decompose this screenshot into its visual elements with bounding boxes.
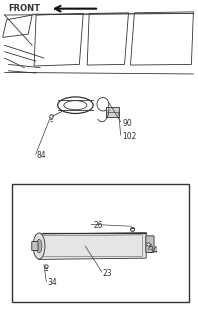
Ellipse shape	[33, 233, 45, 259]
Text: 84: 84	[36, 151, 46, 160]
FancyBboxPatch shape	[106, 107, 119, 117]
Text: 26: 26	[93, 221, 103, 230]
Text: 90: 90	[123, 119, 132, 128]
Text: FRONT: FRONT	[9, 4, 41, 13]
Text: 102: 102	[123, 132, 137, 140]
Ellipse shape	[36, 239, 42, 253]
Text: 34: 34	[148, 246, 158, 255]
Text: 34: 34	[48, 278, 58, 287]
FancyBboxPatch shape	[146, 236, 154, 252]
FancyBboxPatch shape	[32, 242, 38, 251]
Polygon shape	[39, 233, 146, 260]
Text: 23: 23	[103, 268, 112, 278]
